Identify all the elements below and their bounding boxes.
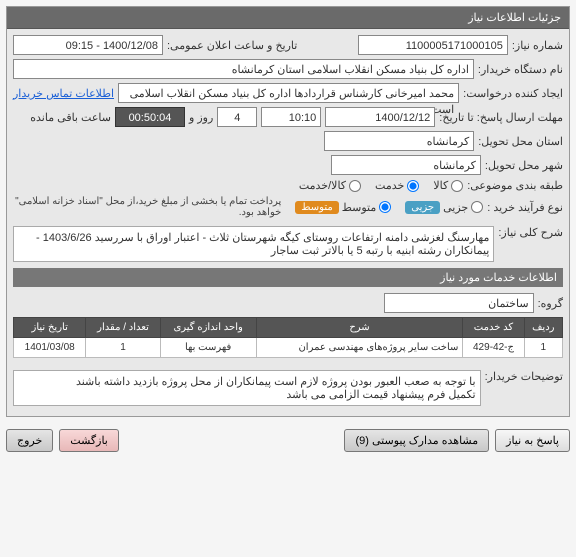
countdown-field: 00:50:04 [115, 107, 185, 127]
cell-desc: ساخت سایر پروژه‌های مهندسی عمران [256, 338, 463, 358]
service-radio-label: خدمت [375, 179, 404, 192]
cell-date: 1401/03/08 [14, 338, 86, 358]
panel-title: جزئیات اطلاعات نیاز [7, 7, 569, 29]
medium-radio[interactable] [379, 201, 391, 213]
state-field: کرمانشاه [324, 131, 474, 151]
col-code: کد خدمت [463, 318, 524, 338]
col-unit: واحد اندازه گیری [160, 318, 256, 338]
creator-label: ایجاد کننده درخواست: [463, 87, 563, 100]
partial-radio-wrap[interactable]: جزیی جزیی [405, 201, 483, 214]
deadline-time-field: 10:10 [261, 107, 321, 127]
announce-dt-field: 1400/12/08 - 09:15 [13, 35, 163, 55]
goods-service-radio[interactable] [349, 180, 361, 192]
contact-link[interactable]: اطلاعات تماس خریدار [13, 87, 114, 100]
col-qty: تعداد / مقدار [86, 318, 160, 338]
partial-radio[interactable] [471, 201, 483, 213]
button-bar: پاسخ به نیاز مشاهده مدارک پیوستی (9) باز… [0, 423, 576, 458]
subject-type-label: طبقه بندی موضوعی: [467, 179, 563, 192]
buyer-note-box: با توجه به صعب العبور بودن پروژه لازم اس… [13, 370, 481, 406]
partial-badge: جزیی [405, 201, 440, 214]
cell-unit: فهرست بها [160, 338, 256, 358]
cell-qty: 1 [86, 338, 160, 358]
table-row: 1 ج-42-429 ساخت سایر پروژه‌های مهندسی عم… [14, 338, 563, 358]
announce-dt-label: تاریخ و ساعت اعلان عمومی: [167, 39, 297, 52]
creator-field: محمد امیرخانی کارشناس قراردادها اداره کل… [118, 83, 459, 103]
need-no-label: شماره نیاز: [512, 39, 563, 52]
partial-radio-label: جزیی [443, 201, 468, 214]
details-panel: جزئیات اطلاعات نیاز شماره نیاز: 11000051… [6, 6, 570, 417]
state-label: استان محل تحویل: [478, 135, 563, 148]
col-date: تاریخ نیاز [14, 318, 86, 338]
deadline-label: مهلت ارسال پاسخ: تا تاریخ: [439, 111, 563, 124]
process-label: نوع فرآیند خرید : [487, 201, 563, 214]
cell-code: ج-42-429 [463, 338, 524, 358]
goods-service-radio-label: کالا/خدمت [299, 179, 346, 192]
days-and-label: روز و [189, 111, 213, 124]
col-row: ردیف [524, 318, 562, 338]
exit-button[interactable]: خروج [6, 429, 53, 452]
medium-radio-wrap[interactable]: متوسط متوسط [295, 201, 391, 214]
services-table: ردیف کد خدمت شرح واحد اندازه گیری تعداد … [13, 317, 563, 358]
service-radio-wrap[interactable]: خدمت [375, 179, 419, 192]
process-note: پرداخت تمام یا بخشی از مبلغ خرید،از محل … [13, 196, 281, 218]
goods-radio[interactable] [451, 180, 463, 192]
buyer-name-label: نام دستگاه خریدار: [478, 63, 563, 76]
col-desc: شرح [256, 318, 463, 338]
need-no-field: 1100005171000105 [358, 35, 508, 55]
service-radio[interactable] [407, 180, 419, 192]
deadline-date-field: 1400/12/12 [325, 107, 435, 127]
respond-button[interactable]: پاسخ به نیاز [495, 429, 570, 452]
cell-row: 1 [524, 338, 562, 358]
services-header: اطلاعات خدمات مورد نیاز [13, 268, 563, 287]
attachments-button[interactable]: مشاهده مدارک پیوستی (9) [344, 429, 489, 452]
medium-badge: متوسط [295, 201, 338, 214]
group-label: گروه: [538, 297, 563, 310]
group-field: ساختمان [384, 293, 534, 313]
medium-radio-label: متوسط [342, 201, 377, 214]
buyer-name-field: اداره کل بنیاد مسکن انقلاب اسلامی استان … [13, 59, 474, 79]
need-title-box: مهارسنگ لغزشی دامنه ارتفاعات روستای کیگه… [13, 226, 494, 262]
city-label: شهر محل تحویل: [485, 159, 563, 172]
time-left-label: ساعت باقی مانده [30, 111, 111, 124]
goods-service-radio-wrap[interactable]: کالا/خدمت [299, 179, 361, 192]
days-left-field: 4 [217, 107, 257, 127]
need-title-label: شرح کلی نیاز: [498, 222, 563, 239]
city-field: کرمانشاه [331, 155, 481, 175]
goods-radio-label: کالا [433, 179, 448, 192]
back-button[interactable]: بازگشت [59, 429, 119, 452]
buyer-note-label: توضیحات خریدار: [485, 366, 563, 383]
goods-radio-wrap[interactable]: کالا [433, 179, 463, 192]
panel-body: شماره نیاز: 1100005171000105 تاریخ و ساع… [7, 29, 569, 416]
